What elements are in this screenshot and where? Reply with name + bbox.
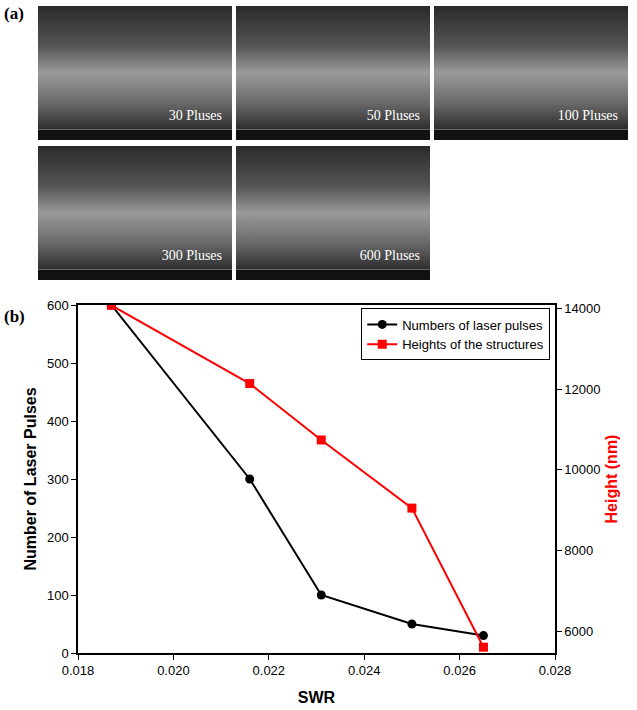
html-text:(a): (a) <box>4 4 24 23</box>
svg-text:0: 0 <box>61 646 68 661</box>
svg-text:12000: 12000 <box>564 382 600 397</box>
html-text:100 Pluses: 100 Pluses <box>557 108 618 123</box>
svg-text:10000: 10000 <box>564 462 600 477</box>
svg-text:300: 300 <box>47 472 69 487</box>
svg-text:0.020: 0.020 <box>157 663 190 678</box>
svg-text:Heights of the structures: Heights of the structures <box>402 337 543 352</box>
svg-text:100: 100 <box>47 588 69 603</box>
svg-text:500: 500 <box>47 356 69 371</box>
svg-text:0.022: 0.022 <box>253 663 286 678</box>
svg-text:0.026: 0.026 <box>443 663 476 678</box>
html-text:300 Pluses: 300 Pluses <box>161 248 222 263</box>
svg-text:14000: 14000 <box>564 301 600 316</box>
svg-text:0.024: 0.024 <box>348 663 381 678</box>
svg-text:SWR: SWR <box>298 689 336 706</box>
svg-text:Height (nm): Height (nm) <box>603 435 620 524</box>
svg-text:Number of Laser Pulses: Number of Laser Pulses <box>22 387 39 570</box>
svg-text:8000: 8000 <box>564 543 593 558</box>
svg-text:0.028: 0.028 <box>539 663 572 678</box>
svg-text:400: 400 <box>47 414 69 429</box>
svg-text:Numbers of laser pulses: Numbers of laser pulses <box>402 318 543 333</box>
svg-text:6000: 6000 <box>564 624 593 639</box>
svg-text:200: 200 <box>47 530 69 545</box>
svg-text:0.018: 0.018 <box>62 663 95 678</box>
html-text:30 Pluses: 30 Pluses <box>168 108 222 123</box>
html-text:600 Pluses: 600 Pluses <box>359 248 420 263</box>
svg-text:600: 600 <box>47 298 69 313</box>
svg-text:(b): (b) <box>4 307 25 326</box>
html-text:50 Pluses: 50 Pluses <box>366 108 420 123</box>
